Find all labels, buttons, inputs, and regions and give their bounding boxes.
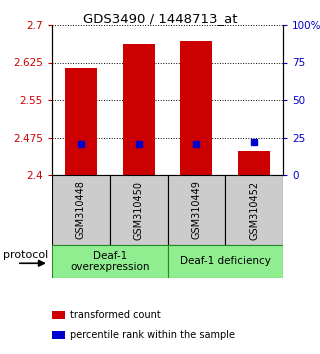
Text: transformed count: transformed count bbox=[70, 310, 161, 320]
Bar bbox=[52, 312, 65, 319]
Text: percentile rank within the sample: percentile rank within the sample bbox=[70, 330, 235, 340]
Bar bbox=[52, 245, 167, 278]
Bar bbox=[123, 44, 155, 175]
Text: protocol: protocol bbox=[3, 250, 48, 260]
Bar bbox=[110, 175, 167, 245]
Text: GSM310452: GSM310452 bbox=[249, 181, 259, 240]
Bar bbox=[52, 175, 110, 245]
Text: Deaf-1
overexpression: Deaf-1 overexpression bbox=[70, 251, 149, 272]
Bar bbox=[167, 245, 283, 278]
Text: GDS3490 / 1448713_at: GDS3490 / 1448713_at bbox=[83, 12, 237, 25]
Bar bbox=[167, 175, 225, 245]
Bar bbox=[52, 331, 65, 338]
Text: Deaf-1 deficiency: Deaf-1 deficiency bbox=[180, 257, 271, 267]
Text: GSM310449: GSM310449 bbox=[191, 181, 201, 239]
Text: GSM310448: GSM310448 bbox=[76, 181, 86, 239]
Text: GSM310450: GSM310450 bbox=[134, 181, 144, 240]
Bar bbox=[180, 41, 212, 175]
Bar bbox=[238, 152, 270, 175]
Bar bbox=[65, 68, 97, 175]
Bar bbox=[225, 175, 283, 245]
